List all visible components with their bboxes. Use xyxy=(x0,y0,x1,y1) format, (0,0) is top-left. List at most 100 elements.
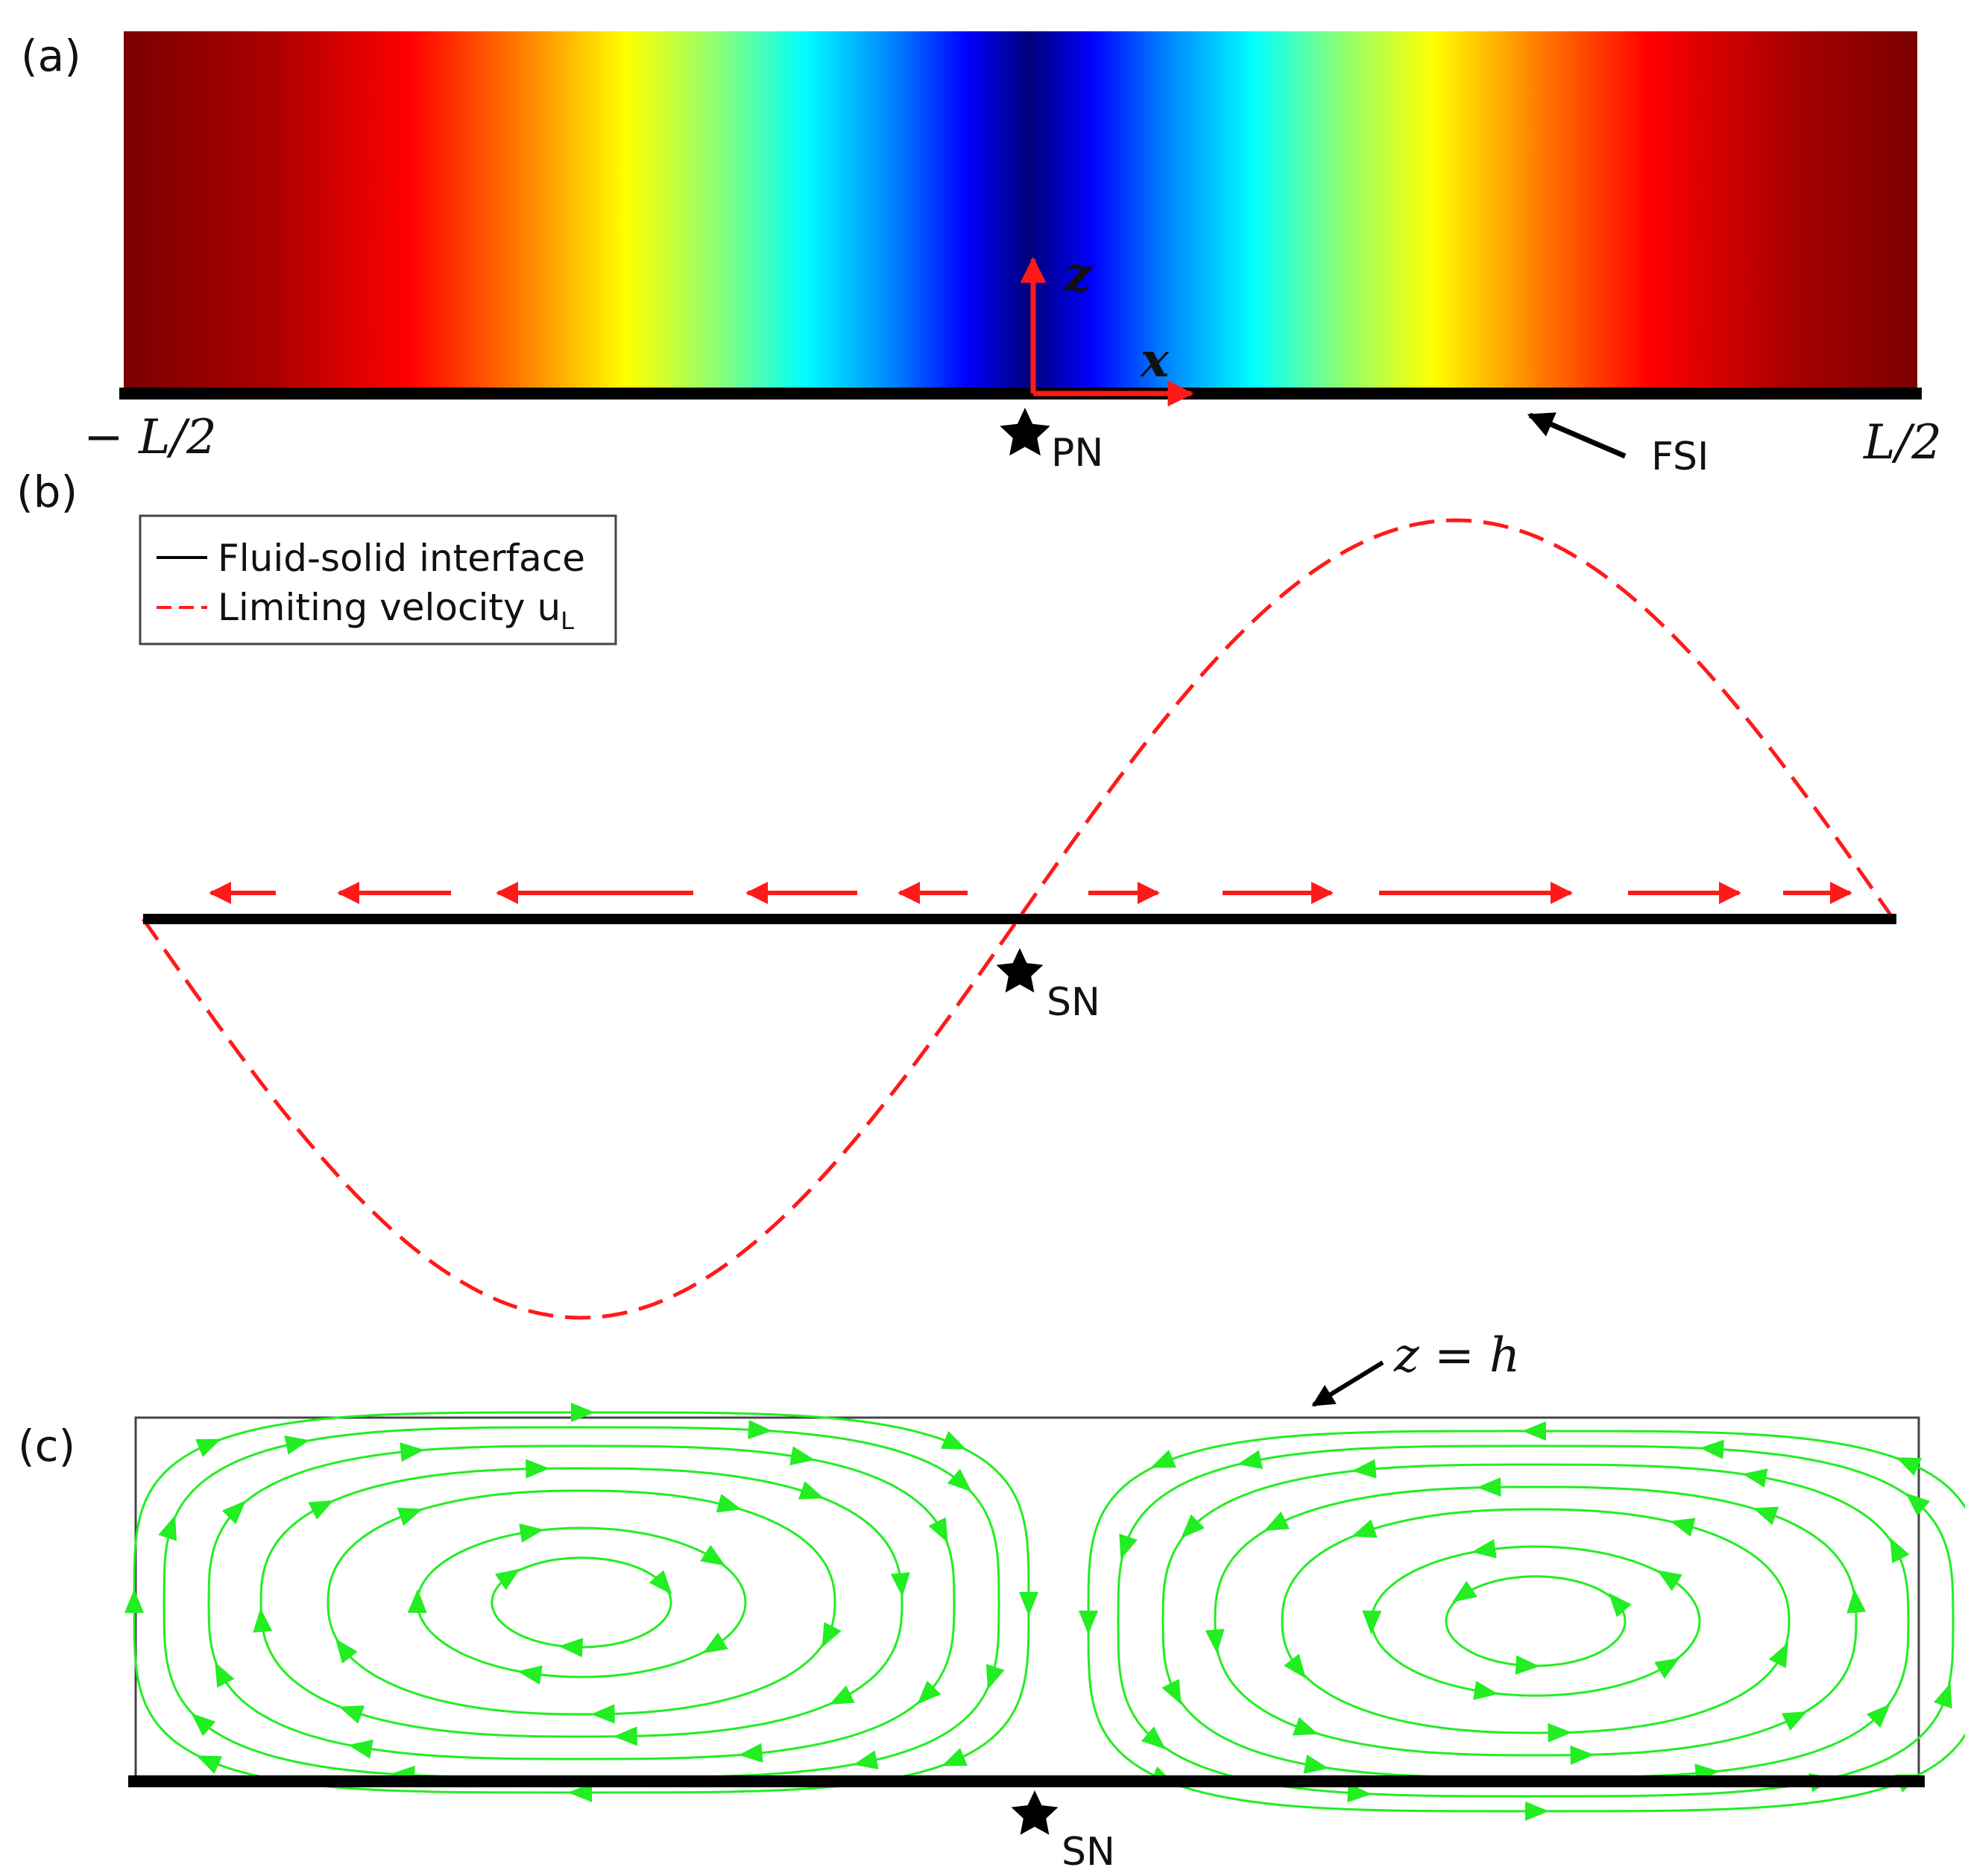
streamline-arrowhead xyxy=(702,1632,728,1654)
streamline-arrowhead xyxy=(821,1622,842,1648)
sn-label-c: SN xyxy=(1062,1830,1115,1875)
streamline-arrowhead xyxy=(1890,1537,1910,1564)
streamline-arrowhead xyxy=(335,1638,358,1664)
right-boundary-label: L/2 xyxy=(1863,415,1942,470)
streamline-left-4 xyxy=(259,1467,903,1738)
legend-dashed-subscript: L xyxy=(561,607,574,635)
streamline-arrowhead xyxy=(1654,1658,1680,1679)
streamline-arrowhead xyxy=(1292,1716,1319,1736)
streamline-arrowhead xyxy=(558,1637,584,1658)
legend-dashed-label: Limiting velocity u xyxy=(218,586,561,629)
streamline-arrowhead xyxy=(191,1713,216,1737)
streamline-arrowhead xyxy=(1515,1655,1540,1675)
streamline-arrowhead xyxy=(928,1517,948,1544)
top-boundary-pointer-arrow xyxy=(1311,1360,1384,1407)
streamline-arrowhead xyxy=(253,1608,273,1633)
streamline-arrowhead xyxy=(1781,1711,1808,1731)
streamline-arrowhead xyxy=(798,1481,824,1500)
streamline-left-7 xyxy=(491,1556,672,1649)
streamline-arrowhead xyxy=(1181,1514,1205,1538)
streamline-right-3 xyxy=(1161,1463,1910,1779)
streamline-arrowhead xyxy=(947,1468,972,1492)
streamline-arrowhead xyxy=(1933,1682,1952,1709)
colormap-field xyxy=(124,31,1917,393)
streamline-arrowhead xyxy=(738,1743,763,1763)
panel-a-label: (a) xyxy=(21,31,81,81)
streamline-arrowhead xyxy=(853,1750,879,1769)
streamline-arrowhead xyxy=(517,1665,543,1685)
streamline-arrowhead xyxy=(519,1523,544,1543)
streamline-arrowhead xyxy=(196,1755,223,1775)
streamline-arrowhead xyxy=(1351,1519,1378,1538)
streamline-arrowhead xyxy=(195,1438,221,1457)
sn-label-b: SN xyxy=(1047,980,1100,1025)
streamline-arrowhead xyxy=(1742,1468,1768,1488)
streamline-arrowhead xyxy=(1019,1591,1039,1616)
panel-c-label: (c) xyxy=(18,1421,75,1471)
streamline-arrowhead xyxy=(1351,1459,1377,1479)
legend: Fluid-solid interface Limiting velocity … xyxy=(139,514,617,645)
star-icon-sn-c xyxy=(1011,1790,1059,1835)
streamline-arrowhead xyxy=(590,1704,615,1724)
streamline-arrowhead xyxy=(526,1459,550,1479)
x-axis-label: x xyxy=(1139,332,1170,388)
streamline-right-5 xyxy=(1281,1508,1791,1734)
streamline-arrowhead xyxy=(1161,1678,1182,1705)
streamline-arrowhead xyxy=(1768,1642,1788,1669)
streamline-arrowhead xyxy=(495,1568,520,1591)
streamline-right-6 xyxy=(1370,1545,1701,1697)
streamline-arrowhead xyxy=(1284,1653,1306,1679)
streamline-arrowhead xyxy=(1525,1801,1549,1821)
streamline-arrowhead xyxy=(338,1705,365,1724)
streamline-arrowhead xyxy=(716,1494,742,1513)
streamline-arrowhead xyxy=(347,1740,373,1759)
streamline-arrowhead xyxy=(1846,1588,1867,1614)
streamline-arrowhead xyxy=(1237,1450,1264,1469)
streamline-arrowhead xyxy=(1119,1533,1138,1560)
streamline-arrowhead xyxy=(215,1661,235,1688)
panel-b-label: (b) xyxy=(16,467,78,517)
star-icon-sn-b xyxy=(996,948,1044,993)
streamline-arrowhead xyxy=(1150,1450,1176,1468)
streamline-arrowhead xyxy=(1205,1629,1225,1654)
streamline-arrowhead xyxy=(221,1500,246,1525)
streamline-left-3 xyxy=(207,1444,956,1760)
panel-b: (b) Fluid-solid interface Limiting veloc… xyxy=(16,467,1896,1320)
panel-a: (a) z x − L/2 L/2 PN FSI xyxy=(21,31,1942,479)
streamline-arrowhead xyxy=(568,1783,592,1802)
streamline-arrowhead xyxy=(1451,1581,1477,1602)
streamline-arrowhead xyxy=(1753,1506,1779,1526)
streamline-arrowhead xyxy=(1866,1704,1890,1728)
streamline-arrowhead xyxy=(942,1748,968,1766)
streamline-arrowhead xyxy=(158,1515,177,1541)
fsi-pointer-arrow xyxy=(1527,412,1627,459)
streamline-arrowhead xyxy=(1303,1755,1329,1774)
streamline-arrowhead xyxy=(1141,1726,1166,1750)
streamline-arrowhead xyxy=(308,1500,334,1520)
streamline-arrowhead xyxy=(1570,1745,1595,1765)
streamline-arrowhead xyxy=(700,1544,726,1566)
panel-c: (c) z = h SN xyxy=(18,1328,1965,1875)
legend-box xyxy=(139,514,617,645)
fluid-solid-interface-c xyxy=(128,1775,1925,1787)
streamline-arrowhead xyxy=(1347,1783,1372,1803)
streamline-arrowhead xyxy=(1896,1457,1923,1477)
streamline-arrowhead xyxy=(789,1446,816,1465)
streamline-arrowhead xyxy=(890,1572,910,1597)
fluid-solid-interface-b xyxy=(143,914,1896,924)
streamline-right-2 xyxy=(1117,1444,1955,1798)
left-boundary-label: − L/2 xyxy=(83,410,217,465)
streamline-arrowhead xyxy=(1522,1421,1546,1441)
streamline-arrowhead xyxy=(1362,1610,1382,1635)
streamline-arrowhead xyxy=(1905,1492,1930,1516)
star-icon-pn xyxy=(1000,408,1050,456)
pn-label: PN xyxy=(1051,431,1103,476)
streamline-arrowhead xyxy=(1670,1517,1696,1537)
coordinate-axes: z x xyxy=(1020,247,1194,407)
streamline-arrowhead xyxy=(829,1685,855,1705)
legend-solid-label: Fluid-solid interface xyxy=(218,537,585,580)
streamline-arrowhead xyxy=(1473,1681,1498,1700)
fsi-label: FSI xyxy=(1651,435,1709,479)
streamline-arrowhead xyxy=(407,1589,427,1614)
